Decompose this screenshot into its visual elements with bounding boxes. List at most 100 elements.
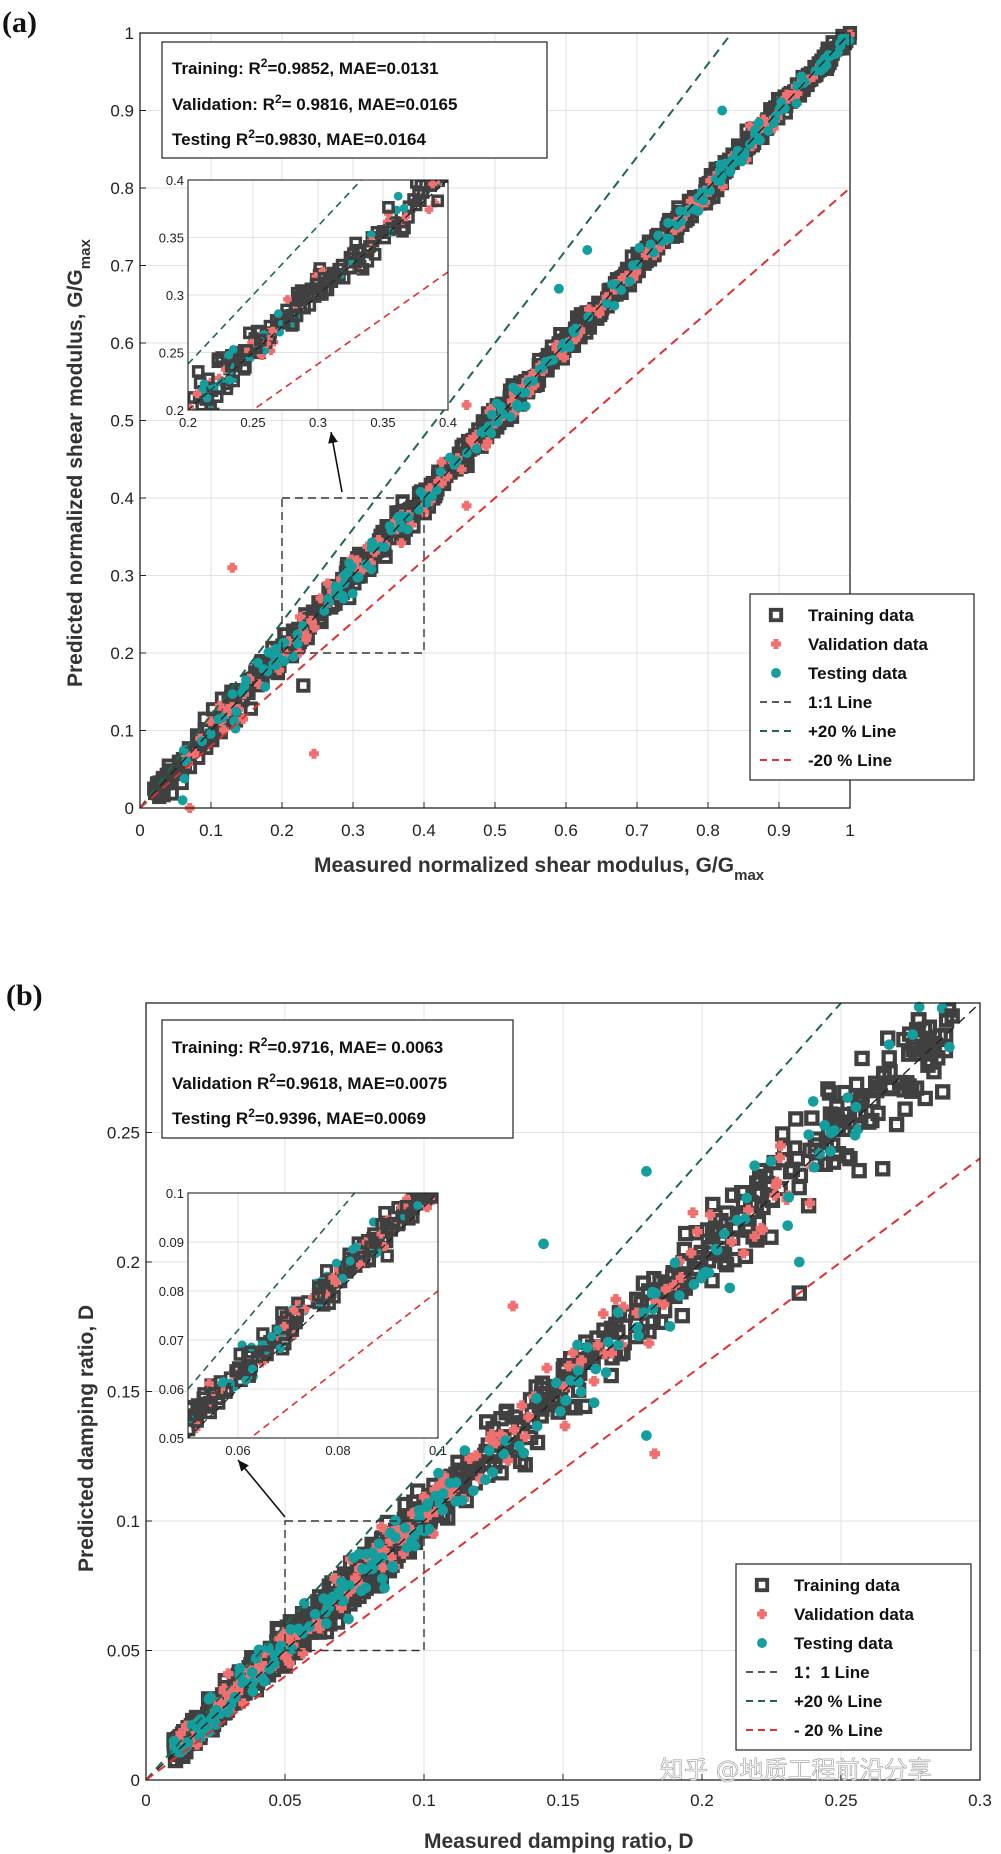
- data-point-validation: [464, 1453, 476, 1464]
- data-point-validation: [685, 1247, 697, 1259]
- data-point-testing: [763, 125, 774, 136]
- x-tick-label: 0.3: [968, 1791, 992, 1810]
- data-point-testing: [819, 1120, 830, 1131]
- inset-data-point-training: [409, 180, 423, 189]
- inset-data-point-training: [256, 1327, 270, 1341]
- data-point-testing: [413, 1504, 425, 1516]
- inset-data-point-training: [380, 1249, 394, 1263]
- data-point-testing: [698, 195, 709, 206]
- data-point-testing: [498, 1448, 509, 1460]
- inset-data-point-training: [191, 365, 205, 378]
- data-point-testing: [565, 1375, 576, 1386]
- data-point-testing: [444, 452, 455, 463]
- data-point-testing: [548, 355, 559, 365]
- data-point-testing: [638, 1307, 650, 1318]
- panel-a-reference-lines: [139, 32, 851, 809]
- inset-data-point-training: [417, 1193, 432, 1202]
- data-point-validation: [541, 1362, 553, 1374]
- inset-x-tick-label: 0.08: [325, 1443, 350, 1458]
- data-point-testing: [775, 105, 786, 116]
- inset-x-tick-label: 0.2: [179, 415, 197, 430]
- inset-data-point-testing: [331, 1258, 341, 1268]
- minus-20-percent-line: [145, 1157, 981, 1781]
- data-point-testing: [437, 1488, 449, 1499]
- panel-b: (b) 0 0.05 0.1 0.15 0.2 0.25 0.3 0 0.05 0.1 0.15 0.…: [6, 979, 992, 1853]
- y-tick-label: 0.6: [110, 334, 134, 353]
- data-point-testing: [505, 411, 516, 422]
- data-point-training: [838, 1148, 855, 1164]
- data-point-validation: [470, 1450, 482, 1461]
- data-point-testing: [659, 233, 670, 244]
- data-point-validation: [350, 1572, 361, 1584]
- data-point-testing: [825, 1127, 837, 1139]
- inset-data-point-training: [188, 1408, 202, 1422]
- data-point-testing: [298, 620, 309, 631]
- data-point-testing: [376, 1573, 388, 1584]
- data-point-testing: [807, 1096, 819, 1107]
- data-point-validation: [456, 464, 467, 475]
- inset-data-point-training: [226, 359, 240, 373]
- data-point-validation: [227, 562, 238, 573]
- data-point-testing: [687, 203, 697, 214]
- data-point-testing: [842, 1092, 853, 1103]
- y-tick-label: 0.8: [110, 179, 134, 198]
- inset-x-tick-label: 0.3: [309, 415, 327, 430]
- data-point-validation: [704, 1209, 716, 1221]
- panel-a-stats-box: Training: R2=0.9852, MAE=0.0131 Validati…: [161, 41, 548, 159]
- data-point-validation: [771, 1176, 783, 1188]
- data-point-testing: [361, 1548, 372, 1560]
- inset-data-point-training: [254, 333, 267, 347]
- data-point-testing: [421, 491, 432, 502]
- data-point-testing: [647, 1303, 659, 1315]
- data-point-testing: [339, 578, 350, 589]
- data-point-testing: [375, 541, 386, 552]
- data-point-testing: [491, 398, 502, 409]
- data-point-testing: [536, 363, 547, 374]
- data-point-testing: [225, 1698, 237, 1710]
- legend-label-validation: Validation data: [808, 635, 929, 654]
- data-point-testing: [352, 572, 363, 583]
- inset-y-tick-label: 0.25: [159, 346, 184, 361]
- inset-data-point-testing: [237, 1340, 247, 1350]
- x-tick-label: 0.4: [412, 821, 436, 840]
- data-point-validation: [284, 1657, 295, 1669]
- inset-data-point-training: [368, 1234, 382, 1249]
- data-point-testing: [181, 756, 192, 767]
- data-point-testing: [913, 1001, 925, 1013]
- data-point-testing: [268, 1657, 280, 1669]
- legend-frame: [735, 1563, 972, 1751]
- data-point-validation: [278, 1631, 290, 1643]
- panel-b-axes-box: [145, 1002, 981, 1781]
- data-point-testing: [198, 1718, 210, 1729]
- data-point-testing: [531, 1420, 543, 1432]
- inset-data-point-training: [431, 194, 445, 208]
- data-point-training: [896, 1082, 912, 1098]
- inset-data-point-training: [414, 194, 427, 207]
- zoom-arrow-line: [237, 1459, 286, 1518]
- data-point-validation: [436, 457, 447, 467]
- data-point-validation: [643, 1337, 655, 1349]
- data-point-validation: [563, 1360, 575, 1372]
- x-tick-label: 0.2: [690, 1791, 714, 1810]
- data-point-testing: [744, 139, 755, 150]
- legend-label-line_1to1: 1：1 Line: [794, 1663, 870, 1682]
- data-point-testing: [793, 1256, 805, 1268]
- data-point-training: [534, 1375, 551, 1391]
- data-point-testing: [461, 448, 472, 459]
- data-point-testing: [347, 588, 358, 599]
- data-point-validation: [481, 441, 491, 452]
- inset-minus-20-percent-line: [249, 1290, 438, 1438]
- panel-a-axes-box: [139, 32, 851, 809]
- data-point-training: [569, 310, 585, 325]
- inset-data-point-training: [275, 1306, 289, 1320]
- inset-data-point-testing: [247, 1364, 258, 1374]
- data-point-testing: [373, 1538, 385, 1550]
- data-point-testing: [568, 325, 579, 336]
- data-point-testing: [321, 1618, 332, 1629]
- data-point-testing: [330, 581, 341, 592]
- inset-data-point-training: [291, 293, 305, 307]
- data-point-validation: [559, 352, 570, 363]
- inset-data-point-training: [285, 308, 299, 322]
- inset-data-point-training: [337, 271, 351, 285]
